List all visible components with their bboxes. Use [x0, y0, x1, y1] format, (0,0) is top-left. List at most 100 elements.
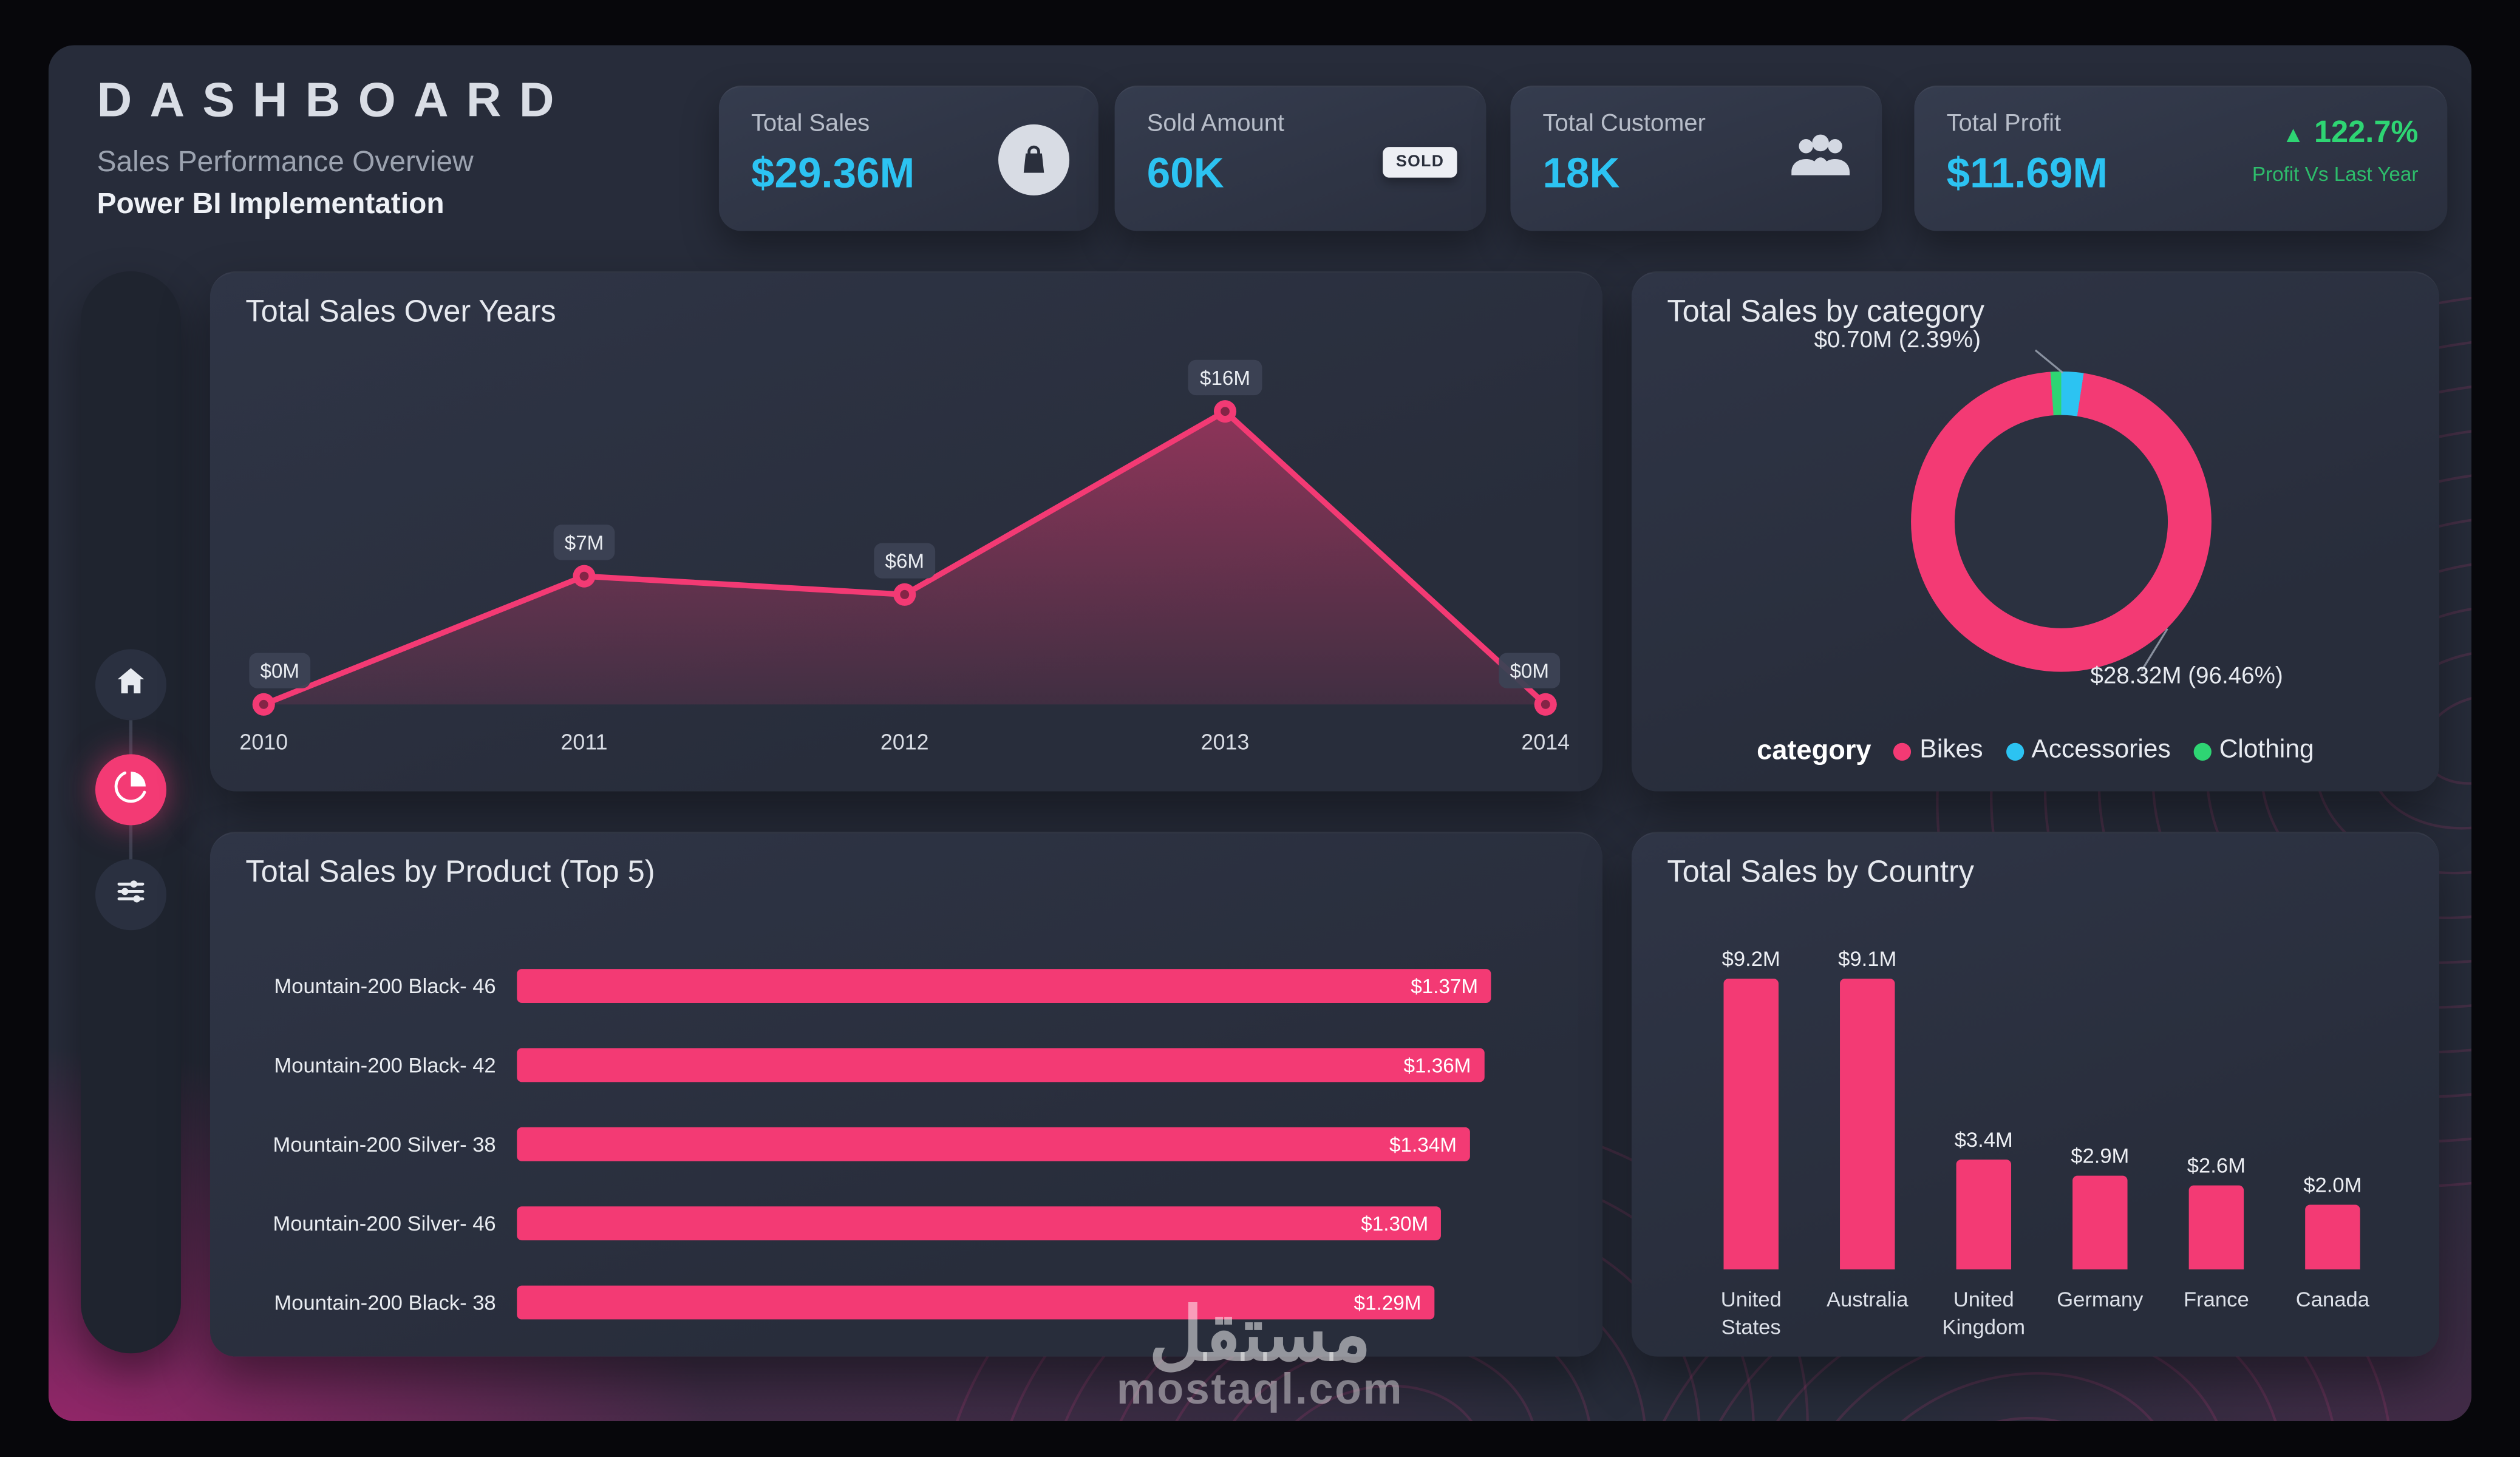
product-label: Mountain-200 Silver- 46 — [273, 1211, 496, 1236]
point-label: $6M — [885, 551, 924, 573]
product-label: Mountain-200 Black- 38 — [274, 1290, 496, 1315]
bar-track: $1.29M — [517, 1285, 1491, 1320]
panel-total-sales-by-product: Total Sales by Product (Top 5) Mountain-… — [209, 832, 1602, 1357]
x-axis-label: 2011 — [561, 730, 608, 755]
sidebar-item-home[interactable] — [95, 649, 167, 721]
data-point-center — [259, 699, 268, 709]
category-donut-chart[interactable] — [1911, 371, 2212, 672]
country-bar[interactable] — [2305, 1204, 2360, 1269]
sold-tag-icon: SOLD — [1383, 144, 1457, 177]
point-label-badge — [874, 543, 936, 579]
product-bar[interactable]: $1.37M — [517, 969, 1491, 1004]
page-subtitle: Sales Performance Overview — [97, 145, 474, 178]
donut-callout-bikes: $28.32M (96.46%) — [2090, 664, 2283, 690]
product-row: Mountain-200 Black- 42 $1.36M — [210, 1025, 1602, 1104]
product-bar[interactable]: $1.29M — [517, 1285, 1434, 1320]
kpi-value: 60K — [1146, 148, 1224, 197]
bar-value-label: $1.30M — [1361, 1212, 1429, 1235]
panel-total-sales-by-category: Total Sales by category $0.70M (2.39%) $… — [1631, 271, 2439, 792]
bar-value-label: $2.9M — [2071, 1143, 2130, 1167]
country-label: France — [2184, 1287, 2249, 1312]
country-bar[interactable] — [2072, 1175, 2128, 1269]
bar-area: $2.9M — [2071, 946, 2129, 1269]
page-title: DASHBOARD — [97, 74, 572, 128]
country-label: United Kingdom — [1942, 1287, 2026, 1339]
kpi-value: $11.69M — [1946, 148, 2108, 197]
chart-title: Total Sales Over Years — [245, 295, 556, 330]
kpi-label: Sold Amount — [1146, 109, 1285, 138]
profit-delta-caption: Profit Vs Last Year — [2252, 163, 2419, 186]
bar-value-label: $9.2M — [1721, 946, 1780, 971]
kpi-card-total-profit: Total Profit $11.69M ▲ 122.7% Profit Vs … — [1914, 85, 2448, 231]
product-label: Mountain-200 Silver- 38 — [273, 1132, 496, 1156]
country-bar[interactable] — [1839, 979, 1895, 1269]
product-bar-chart: Mountain-200 Black- 46 $1.37M Mountain-200… — [210, 946, 1602, 1342]
legend-item-bikes[interactable]: Bikes — [1893, 736, 1983, 766]
bar-value-label: $3.4M — [1954, 1126, 2013, 1151]
product-row: Mountain-200 Black- 38 $1.29M — [210, 1263, 1602, 1342]
country-column: $9.2M United States — [1693, 946, 1810, 1352]
panel-total-sales-by-country: Total Sales by Country $9.2M United State… — [1631, 832, 2439, 1357]
country-label: Australia — [1826, 1287, 1909, 1312]
country-label: Germany — [2057, 1287, 2144, 1312]
people-icon — [1788, 129, 1853, 189]
country-column: $2.9M Germany — [2042, 946, 2159, 1352]
donut-hole — [1954, 415, 2168, 628]
legend-label: Bikes — [1919, 736, 1983, 764]
sliders-icon — [113, 873, 149, 917]
bar-value-label: $1.36M — [1403, 1053, 1471, 1077]
triangle-up-icon: ▲ — [2282, 121, 2304, 148]
country-column: $2.6M France — [2158, 946, 2275, 1352]
point-label-badge — [1499, 653, 1561, 688]
x-axis-label: 2013 — [1201, 730, 1250, 755]
data-point-center — [900, 589, 910, 599]
product-label: Mountain-200 Black- 42 — [274, 1053, 496, 1078]
sidebar-item-filters[interactable] — [95, 859, 167, 931]
bar-area: $2.0M — [2303, 946, 2362, 1269]
total-sales-line-chart: $0M 2010 $7M 2011 $6M 2012 $16M 2013 $0M 2014 — [239, 359, 1570, 755]
kpi-label: Total Customer — [1542, 109, 1706, 138]
product-row: Mountain-200 Black- 46 $1.37M — [210, 946, 1602, 1025]
product-bar[interactable]: $1.30M — [517, 1206, 1442, 1241]
dashboard: DASHBOARD Sales Performance Overview Pow… — [48, 45, 2472, 1422]
bar-value-label: $1.29M — [1354, 1291, 1422, 1314]
bar-value-label: $1.37M — [1411, 974, 1479, 997]
product-label: Mountain-200 Black- 46 — [274, 974, 496, 999]
kpi-card-total-sales: Total Sales $29.36M — [718, 85, 1098, 231]
country-label: Canada — [2295, 1287, 2369, 1312]
product-bar[interactable]: $1.36M — [517, 1048, 1484, 1082]
country-column: $3.4M United Kingdom — [1926, 946, 2042, 1352]
country-bar[interactable] — [1956, 1159, 2011, 1269]
point-label: $0M — [1510, 661, 1548, 683]
bar-track: $1.36M — [517, 1048, 1491, 1082]
point-label-badge — [553, 525, 615, 560]
point-label-badge — [249, 653, 311, 688]
x-axis-label: 2012 — [880, 730, 929, 755]
legend-item-clothing[interactable]: Clothing — [2193, 736, 2314, 766]
country-bar-chart: $9.2M United States $9.1M Australia $3.4M Uni… — [1693, 946, 2391, 1352]
product-bar[interactable]: $1.34M — [517, 1127, 1470, 1161]
legend-dot — [1893, 742, 1912, 760]
donut-callout-accessories: $0.70M (2.39%) — [1814, 328, 1981, 354]
bar-value-label: $2.0M — [2303, 1172, 2362, 1197]
category-legend: category Bikes Accessories Clothing — [1632, 735, 2439, 767]
point-label: $7M — [565, 532, 604, 554]
legend-label: Accessories — [2031, 736, 2171, 764]
sidebar-item-charts[interactable] — [95, 754, 167, 826]
country-column: $2.0M Canada — [2275, 946, 2391, 1352]
data-point-center — [1221, 407, 1230, 416]
x-axis-label: 2014 — [1521, 730, 1570, 755]
legend-dot — [2193, 742, 2212, 760]
bar-track: $1.37M — [517, 969, 1491, 1004]
bar-area: $3.4M — [1955, 946, 2013, 1269]
country-bar[interactable] — [1723, 979, 1779, 1269]
kpi-value: 18K — [1542, 148, 1620, 197]
point-label: $16M — [1200, 367, 1250, 390]
legend-items: Bikes Accessories Clothing — [1893, 736, 2314, 766]
country-bar[interactable] — [2188, 1184, 2244, 1269]
bar-value-label: $2.6M — [2187, 1152, 2246, 1177]
data-point-center — [1541, 699, 1550, 709]
legend-item-accessories[interactable]: Accessories — [2005, 736, 2171, 766]
point-label-badge — [1188, 359, 1262, 396]
